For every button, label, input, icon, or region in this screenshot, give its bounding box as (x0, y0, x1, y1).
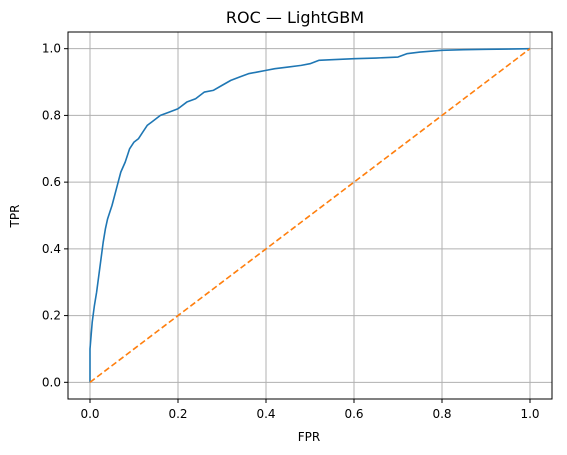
x-tick-label: 0.2 (168, 407, 187, 421)
y-tick-label: 1.0 (42, 42, 61, 56)
y-tick-label: 0.2 (42, 309, 61, 323)
x-axis-label: FPR (298, 430, 320, 444)
y-tick-label: 0.8 (42, 108, 61, 122)
y-tick-label: 0.6 (42, 175, 61, 189)
grid (68, 32, 552, 399)
x-tick-label: 0.6 (344, 407, 363, 421)
y-tick-label: 0.4 (42, 242, 61, 256)
x-tick-label: 0.8 (432, 407, 451, 421)
y-axis-label: TPR (8, 205, 22, 229)
series-layer (89, 47, 531, 383)
chance-diagonal-line (89, 48, 531, 383)
x-tick-label: 0.4 (256, 407, 275, 421)
plot-frame (67, 31, 553, 400)
axis-ticks: 0.0 0.2 0.4 0.6 0.8 1.0 0.0 0.2 0.4 0.6 0.8 1.0 (42, 42, 540, 421)
x-tick-label: 1.0 (520, 407, 539, 421)
y-tick-label: 0.0 (42, 375, 61, 389)
roc-curve-line (89, 47, 531, 383)
chart-title: ROC — LightGBM (226, 8, 364, 27)
x-tick-label: 0.0 (80, 407, 99, 421)
